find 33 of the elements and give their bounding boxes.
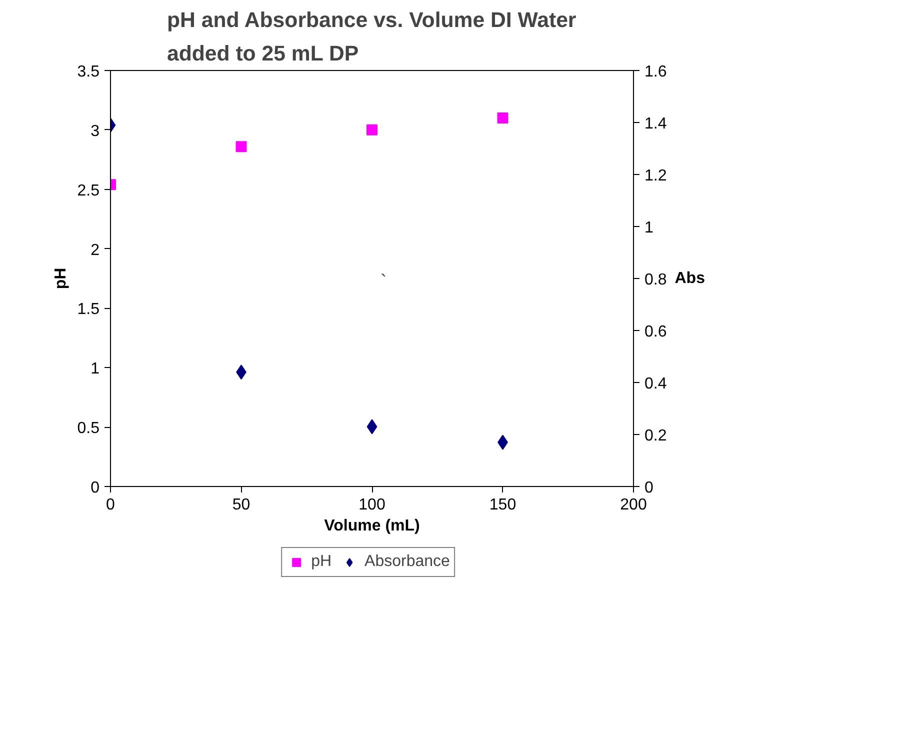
x-tick-label: 50: [232, 496, 250, 514]
y-tick-label: 2: [90, 242, 100, 259]
x-axis-title: Volume (mL): [324, 518, 420, 534]
legend-label: pH: [311, 553, 332, 571]
y-tick-label: 1: [90, 360, 100, 378]
legend-label: Absorbance: [364, 553, 450, 571]
y2-axis-title: Abs: [674, 270, 706, 287]
point: [236, 141, 247, 152]
y2-tick-label: 1.4: [644, 116, 667, 132]
y-tick-label: 0: [90, 480, 100, 496]
y-tick-label: 0.5: [77, 420, 100, 438]
y-tick-label: 1.5: [77, 301, 100, 318]
x-tick-label: 150: [489, 496, 516, 514]
y2-tick-label: 0.2: [644, 428, 667, 444]
y-tick-label: 3: [90, 122, 100, 140]
point: [366, 124, 378, 136]
point: [497, 112, 508, 124]
y2-tick-label: 0.4: [644, 376, 667, 392]
y2-tick-label: 0: [644, 480, 654, 496]
y2-tick-label: 1.2: [644, 168, 667, 184]
x-tick-label: 200: [620, 496, 647, 514]
chart-title: pH and Absorbance vs. Volume DI Water added to 25 mL DP: [166, 8, 576, 66]
x-tick-label: 100: [358, 496, 386, 514]
annotation: `: [380, 270, 387, 292]
y2-tick-label: 0.8: [644, 272, 667, 288]
x-tick-label: 0: [106, 496, 116, 514]
y-axis-title: pH: [52, 268, 70, 290]
y-tick-label: 3.5: [77, 64, 100, 80]
y2-tick-label: 1: [644, 220, 654, 236]
y2-tick-label: 0.6: [644, 324, 667, 340]
y-tick-label: 2.5: [77, 182, 100, 200]
point: [366, 419, 378, 434]
y2-tick-label: 1.6: [644, 64, 667, 80]
